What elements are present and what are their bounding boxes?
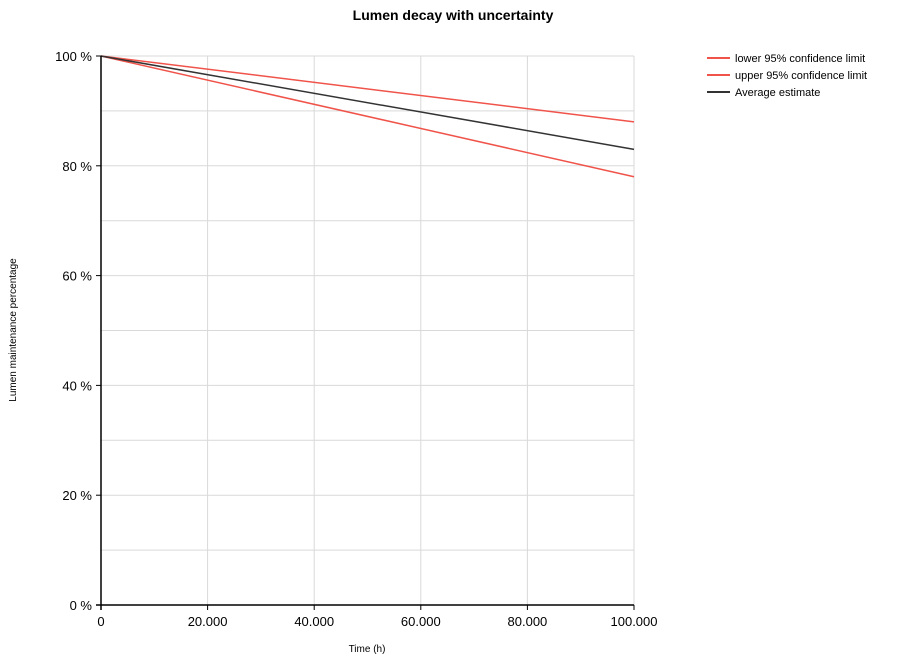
- x-tick-label: 0: [97, 614, 104, 629]
- series-line: [100, 55, 635, 178]
- x-tick-label: 100.000: [611, 614, 658, 629]
- x-tick-label: 60.000: [401, 614, 441, 629]
- grid: [101, 55, 635, 605]
- y-tick-label: 0 %: [70, 598, 93, 613]
- x-tick-label: 20.000: [188, 614, 228, 629]
- y-tick-label: 20 %: [62, 488, 92, 503]
- series-line: [100, 55, 635, 151]
- x-ticks: 0 20.000 40.000 60.000 80.000 100.000: [97, 605, 658, 629]
- chart-title: Lumen decay with uncertainty: [353, 7, 554, 23]
- y-axis-label: Lumen maintenance percentage: [8, 258, 19, 402]
- legend-label: upper 95% confidence limit: [735, 70, 867, 82]
- y-tick-label: 60 %: [62, 269, 92, 284]
- y-ticks: 0 % 20 % 40 % 60 % 80 % 100 %: [55, 49, 101, 613]
- legend-label: lower 95% confidence limit: [735, 53, 865, 65]
- series-line: [100, 55, 635, 123]
- x-tick-label: 40.000: [294, 614, 334, 629]
- x-axis-label: Time (h): [349, 644, 386, 655]
- legend-label: Average estimate: [735, 87, 820, 99]
- series-layer: [100, 55, 635, 178]
- axes: [96, 56, 634, 610]
- y-tick-label: 40 %: [62, 378, 92, 393]
- y-tick-label: 80 %: [62, 159, 92, 174]
- y-tick-label: 100 %: [55, 49, 92, 64]
- legend: lower 95% confidence limit upper 95% conf…: [707, 53, 867, 99]
- x-tick-label: 80.000: [508, 614, 548, 629]
